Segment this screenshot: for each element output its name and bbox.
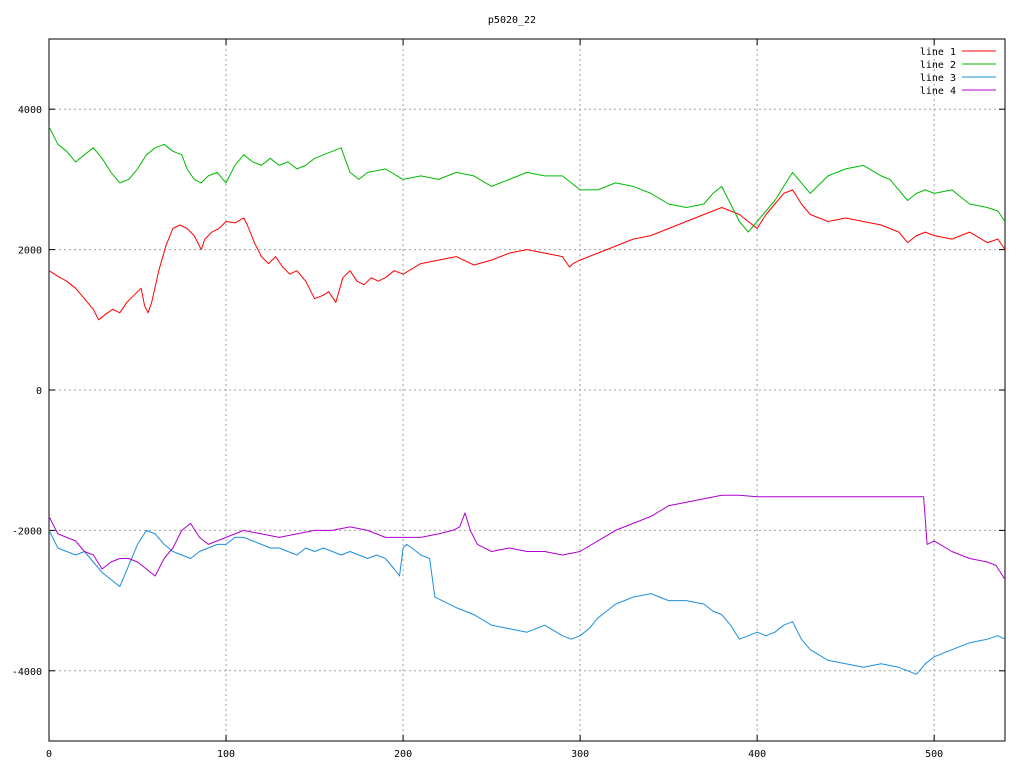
- series-line-3: [48, 529, 1006, 675]
- legend-label: line 2: [920, 60, 956, 71]
- grid: [49, 39, 1005, 741]
- series-area: [48, 126, 1006, 675]
- series-line-4: [48, 494, 1006, 580]
- y-tick-label: 4000: [18, 105, 42, 116]
- x-tick-label: 200: [394, 749, 412, 760]
- chart-title: p5020_22: [488, 15, 536, 26]
- x-tick-label: 400: [748, 749, 766, 760]
- series-line-1: [48, 189, 1006, 321]
- x-tick-label: 500: [925, 749, 943, 760]
- y-tick-label: -4000: [12, 667, 42, 678]
- x-tick-label: 300: [571, 749, 589, 760]
- legend: line 1 line 2 line 3 line 4: [920, 47, 996, 97]
- x-tick-label: 0: [46, 749, 52, 760]
- y-tick-label: 2000: [18, 246, 42, 257]
- legend-label: line 1: [920, 47, 956, 58]
- series-line-2: [48, 126, 1006, 233]
- x-tick-label: 100: [217, 749, 235, 760]
- y-tick-label: 0: [36, 386, 42, 397]
- y-tick-label: -2000: [12, 526, 42, 537]
- legend-label: line 4: [920, 86, 956, 97]
- legend-label: line 3: [920, 73, 956, 84]
- plot-frame: [48, 38, 1006, 742]
- axis-ticks: 0 100 200 300 400 500 -4000 -2000 0 2000 4000: [12, 39, 1005, 760]
